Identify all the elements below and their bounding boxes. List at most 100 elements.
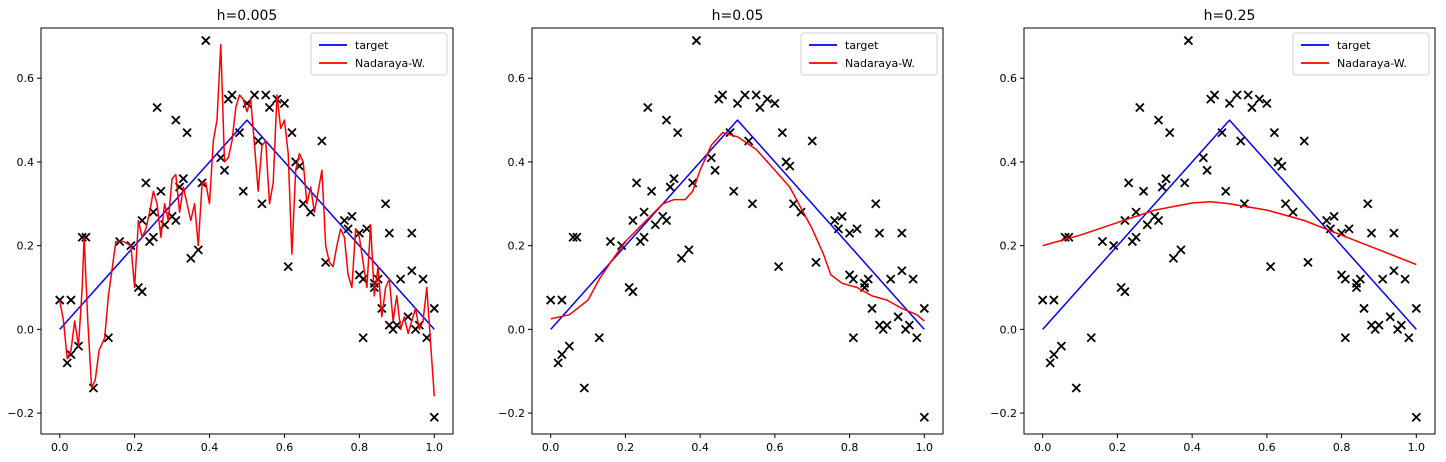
data-point <box>628 287 638 297</box>
data-point <box>871 199 881 209</box>
x-tick-label: 0.4 <box>1183 441 1201 454</box>
data-point <box>418 274 428 284</box>
data-point <box>1269 128 1279 138</box>
data-point <box>1086 333 1096 343</box>
legend-label: target <box>355 39 389 52</box>
data-point <box>429 303 439 314</box>
x-tick-label: 0.6 <box>766 441 784 454</box>
data-point <box>788 199 799 209</box>
legend-label: Nadaraya-W. <box>845 57 915 70</box>
data-point <box>178 174 188 184</box>
subplot-3: 0.0 0.2 0.4 0.6 0.8 1.0 −0.2 0.0 0.2 0.4 0.6 h=0.25… <box>990 8 1436 454</box>
data-point <box>844 228 855 238</box>
data-point <box>1340 333 1350 343</box>
data-point <box>546 295 556 305</box>
data-point <box>740 90 750 100</box>
data-point <box>893 312 903 322</box>
y-tick-label: 0.4 <box>508 156 526 169</box>
data-point <box>631 178 642 188</box>
x-tick-label: 1.0 <box>916 441 934 454</box>
data-point <box>156 186 166 196</box>
x-tick-label: 0.4 <box>201 441 219 454</box>
data-point <box>234 128 245 138</box>
data-point <box>358 333 368 343</box>
data-points <box>1038 35 1421 422</box>
data-point <box>1131 232 1141 242</box>
data-point <box>171 215 181 226</box>
data-point <box>807 136 817 146</box>
subplot-1: 0.0 0.2 0.4 0.6 0.8 1.0 −0.2 0.0 0.2 0.4 0.6 h=0.00… <box>7 8 454 454</box>
subplot-2: 0.0 0.2 0.4 0.6 0.8 1.0 −0.2 0.0 0.2 0.4 0.6 h=0.05… <box>498 8 944 454</box>
data-point <box>553 358 563 368</box>
data-point <box>1299 136 1309 146</box>
data-point <box>1221 186 1231 196</box>
data-point <box>710 165 720 175</box>
subplot-title: h=0.25 <box>1204 8 1256 24</box>
legend-box <box>1292 32 1430 76</box>
data-point <box>665 182 675 192</box>
target-line <box>59 119 435 330</box>
data-point <box>1224 98 1235 108</box>
data-point <box>137 287 147 297</box>
data-point <box>639 232 649 242</box>
data-point <box>833 224 844 234</box>
data-point <box>1071 383 1081 393</box>
legend-box <box>310 32 448 76</box>
data-point <box>594 333 604 343</box>
legend-label: Nadaraya-W. <box>1337 57 1407 70</box>
y-tick-label: 0.2 <box>508 240 526 253</box>
x-tick-label: 0.6 <box>276 441 294 454</box>
y-tick-label: −0.2 <box>498 407 525 420</box>
data-point <box>103 333 114 343</box>
data-point <box>1138 186 1149 196</box>
data-point <box>1344 224 1354 234</box>
data-points <box>546 35 929 422</box>
data-point <box>564 341 575 351</box>
data-point <box>706 153 716 163</box>
legend-label: target <box>1337 39 1371 52</box>
legend-box <box>800 32 938 76</box>
data-point <box>407 228 417 238</box>
data-point <box>1183 35 1194 46</box>
data-point <box>395 274 406 284</box>
nadaraya-line <box>550 131 925 322</box>
data-point <box>661 215 672 226</box>
data-point <box>253 136 263 146</box>
data-point <box>429 412 439 422</box>
data-point <box>1198 153 1208 163</box>
data-point <box>1254 94 1265 104</box>
x-tick-label: 1.0 <box>1408 441 1426 454</box>
data-point <box>897 228 907 238</box>
data-point <box>755 102 765 113</box>
data-point <box>1049 295 1059 305</box>
data-point <box>852 224 862 234</box>
data-point <box>201 35 211 46</box>
data-point <box>661 115 672 125</box>
data-point <box>141 178 151 188</box>
data-point <box>646 186 657 196</box>
x-tick-label: 0.0 <box>51 441 69 454</box>
data-point <box>66 295 76 305</box>
data-point <box>882 320 892 330</box>
data-point <box>684 245 694 255</box>
data-point <box>605 236 616 247</box>
data-point <box>1123 178 1134 188</box>
data-point <box>380 199 391 209</box>
y-tick-label: 0.0 <box>17 323 35 336</box>
data-point <box>1411 303 1421 314</box>
target-line <box>550 119 925 330</box>
data-point <box>919 412 929 422</box>
x-tick-label: 0.2 <box>126 441 144 454</box>
data-point <box>1064 232 1074 242</box>
x-tick-label: 1.0 <box>426 441 444 454</box>
data-point <box>1366 228 1377 238</box>
data-point <box>912 333 922 343</box>
data-point <box>1161 174 1171 184</box>
data-point <box>1153 115 1164 125</box>
data-point <box>1404 333 1414 343</box>
data-point <box>830 215 840 226</box>
data-point <box>1176 245 1186 255</box>
data-point <box>1389 266 1399 276</box>
y-tick-label: 0.4 <box>17 156 35 169</box>
